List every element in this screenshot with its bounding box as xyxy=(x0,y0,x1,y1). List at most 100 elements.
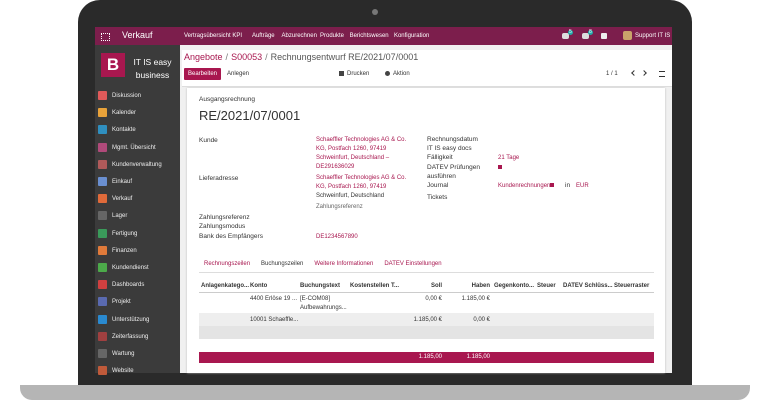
breadcrumb-item: Rechnungsentwurf RE/2021/07/0001 xyxy=(270,52,419,62)
menu-icon xyxy=(98,125,107,135)
badge: 5 xyxy=(568,29,573,35)
currency[interactable]: EUR xyxy=(576,183,589,189)
table-header-bg xyxy=(199,280,654,293)
menu-icon xyxy=(98,245,107,255)
customer-line[interactable]: KG, Postfach 1260, 97419 xyxy=(316,146,387,152)
sidebar-item[interactable]: Fertigung xyxy=(112,230,138,237)
journal-flag xyxy=(550,183,554,187)
menu-item[interactable]: Konfiguration xyxy=(393,33,430,39)
tab[interactable]: Weitere Informationen xyxy=(314,261,374,267)
pager: 1 / 1 xyxy=(606,71,618,77)
row-bg xyxy=(199,313,654,326)
sidebar-item[interactable]: Zeiterfassung xyxy=(112,333,149,340)
badge-icon xyxy=(562,33,569,39)
customer-line[interactable]: DE291636029 xyxy=(316,164,355,170)
breadcrumb-separator: / xyxy=(265,52,268,62)
delivery-hint: Zahlungsreferenz xyxy=(316,204,363,210)
sidebar-item[interactable]: Kundendienst xyxy=(112,265,149,271)
breadcrumb-item[interactable]: Angebote xyxy=(184,52,223,62)
layout-switch[interactable] xyxy=(659,71,665,77)
cell: [E-COM08] xyxy=(300,296,331,302)
menu-item[interactable]: Produkte xyxy=(320,33,345,39)
action-button[interactable]: Aktion xyxy=(393,71,410,77)
delivery-line[interactable]: Schweinfurt, Deutschland xyxy=(316,193,385,199)
debug-icon xyxy=(601,33,607,39)
total: 1.185,00 xyxy=(466,354,490,360)
field-label: in xyxy=(565,182,571,189)
tab[interactable]: Rechnungszeilen xyxy=(204,261,251,267)
field-label: Kunde xyxy=(199,137,218,144)
sidebar-item[interactable]: Einkauf xyxy=(112,179,133,185)
cell: 10001 Schaeffle... xyxy=(250,317,299,323)
sidebar-item[interactable]: Dashboards xyxy=(112,282,145,289)
control-panel xyxy=(182,50,672,87)
tab[interactable]: Buchungszeilen xyxy=(261,261,304,267)
sidebar-item[interactable]: Kontakte xyxy=(112,127,136,134)
column-header: Anlagenkatego... xyxy=(201,283,250,289)
total: 1.185,00 xyxy=(418,354,442,360)
column-header: Steuer xyxy=(537,283,556,289)
column-header: Buchungstext xyxy=(300,283,341,289)
customer-line[interactable]: Schaeffler Technologies AG & Co. xyxy=(316,137,407,143)
app-name: Verkauf xyxy=(122,30,153,40)
menu-item[interactable]: Aufträge xyxy=(251,33,275,39)
column-header: DATEV Schlüss... xyxy=(563,283,613,289)
field-label: Zahlungsreferenz xyxy=(199,214,250,221)
menu-icon xyxy=(98,211,107,221)
sidebar-item[interactable]: Unterstützung xyxy=(112,316,150,323)
cell: 1.185,00 € xyxy=(413,317,442,323)
menu-icon xyxy=(98,297,107,307)
laptop-base xyxy=(20,385,750,400)
company-name: IT IS easy business xyxy=(133,57,172,80)
delivery-line[interactable]: KG, Postfach 1260, 97419 xyxy=(316,184,387,190)
user-name[interactable]: Support IT IS xyxy=(635,33,671,39)
field-label: Tickets xyxy=(427,194,448,201)
cell: 4400 Erlöse 19 ... xyxy=(250,296,298,302)
sidebar-item[interactable]: Diskussion xyxy=(112,93,142,99)
sidebar-item[interactable]: Finanzen xyxy=(112,247,137,254)
create-button[interactable]: Anlegen xyxy=(227,71,250,77)
sidebar-item[interactable]: Wartung xyxy=(112,351,135,357)
menu-icon xyxy=(98,177,107,186)
edit-button[interactable]: Bearbeiten xyxy=(184,68,222,80)
doc-type: Ausgangsrechnung xyxy=(199,96,256,103)
sidebar-item[interactable]: Website xyxy=(112,368,134,375)
sidebar-item[interactable]: Kundenverwaltung xyxy=(112,161,162,168)
column-header: Steuerraster xyxy=(614,283,650,289)
action-icon xyxy=(385,71,390,76)
field-label: Fälligkeit xyxy=(427,154,453,161)
field-label: DATEV Prüfungen xyxy=(427,164,480,171)
sidebar-item[interactable]: Projekt xyxy=(112,299,131,306)
field-label: Journal xyxy=(427,182,449,189)
customer-line[interactable]: Schweinfurt, Deutschland – xyxy=(316,155,390,161)
menu-icon xyxy=(98,194,107,204)
menu-icon xyxy=(98,108,107,118)
checkbox[interactable] xyxy=(498,165,502,169)
delivery-line[interactable]: Schaeffler Technologies AG & Co. xyxy=(316,175,407,181)
field-label: Lieferadresse xyxy=(199,175,239,182)
breadcrumb-item[interactable]: S00053 xyxy=(231,52,263,62)
tab-line xyxy=(199,272,654,273)
field-label: IT IS easy docs xyxy=(427,145,472,152)
doc-number: RE/2021/07/0001 xyxy=(199,108,301,123)
menu-item[interactable]: Vertragsübersicht KPI xyxy=(184,33,243,39)
menu-icon xyxy=(98,159,107,169)
due-value: 21 Tage xyxy=(498,155,520,161)
sidebar xyxy=(95,45,180,373)
print-button[interactable]: Drucken xyxy=(347,71,370,77)
cell: 1.185,00 € xyxy=(461,296,490,302)
tab[interactable]: DATEV Einstellungen xyxy=(384,261,442,267)
journal-value[interactable]: Kundenrechnungen xyxy=(498,183,551,189)
bank-value[interactable]: DE1234567890 xyxy=(316,234,358,240)
sidebar-item[interactable]: Lager xyxy=(112,213,128,220)
sidebar-item[interactable]: Kalender xyxy=(112,110,137,117)
field-label: Rechnungsdatum xyxy=(427,136,478,143)
cell: 0,00 € xyxy=(425,296,442,302)
sidebar-item[interactable]: Verkauf xyxy=(112,196,133,203)
menu-grid-icon[interactable] xyxy=(101,33,110,41)
menu-item[interactable]: Abzurechnen xyxy=(281,33,317,39)
column-header: Haben xyxy=(471,283,490,289)
menu-item[interactable]: Berichtswesen xyxy=(349,33,389,39)
sidebar-item[interactable]: Mgmt. Übersicht xyxy=(112,144,156,151)
